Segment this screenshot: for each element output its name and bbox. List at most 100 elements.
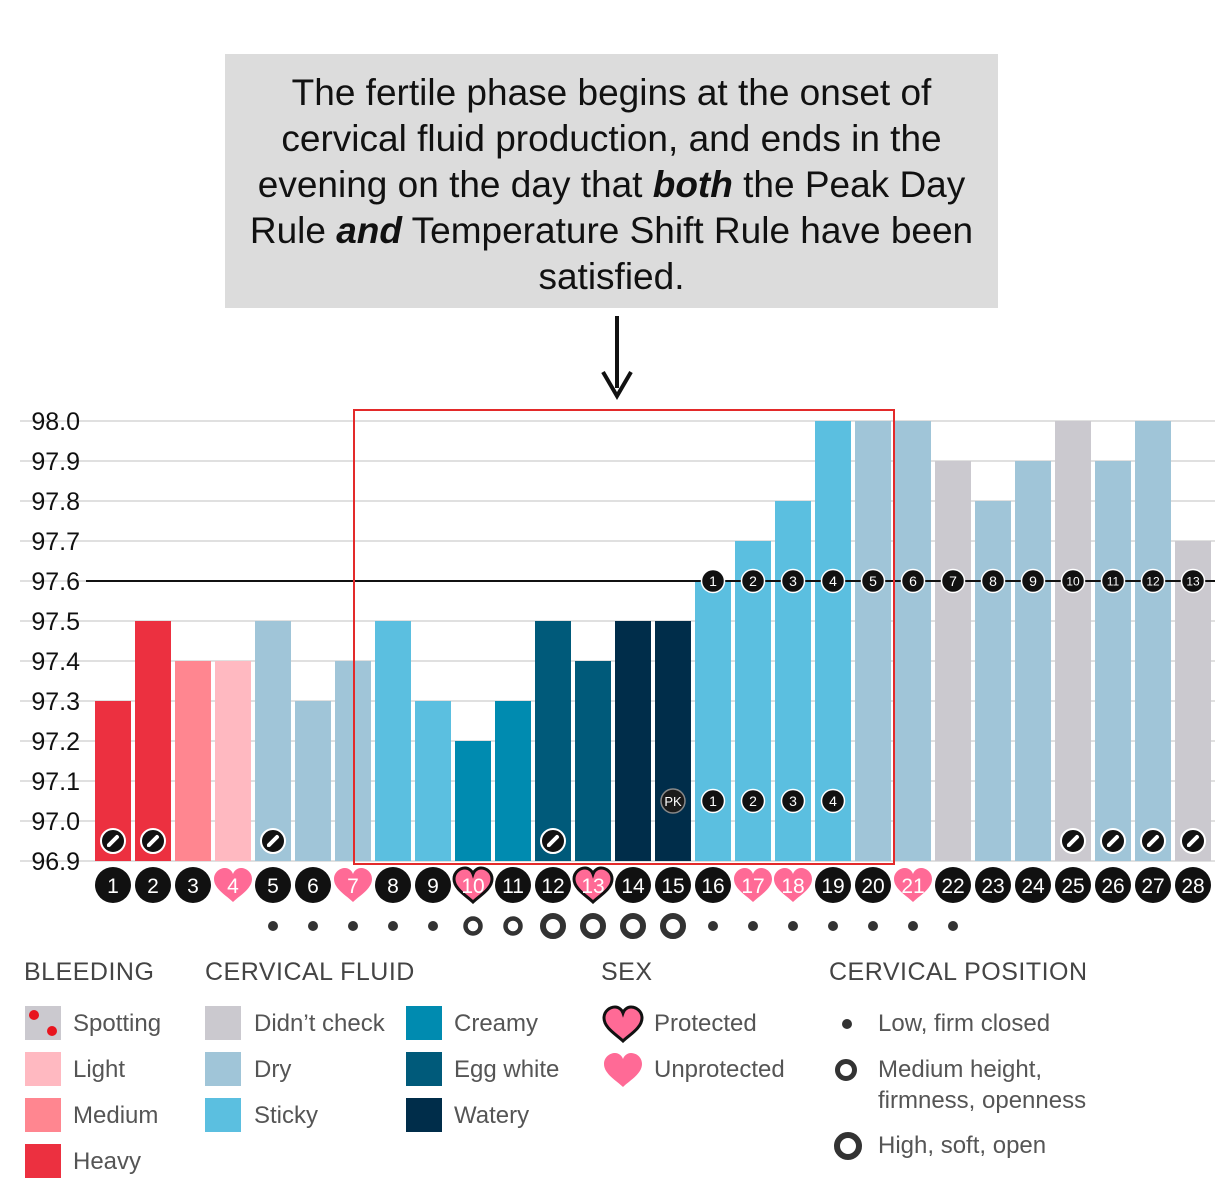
day-number: 1 (107, 875, 119, 898)
y-tick-label: 97.3 (31, 688, 80, 716)
cervical-position-row (268, 913, 958, 939)
day-label-28: 28 (1175, 867, 1211, 903)
day-circle (95, 867, 131, 903)
legend-label-heavy: Heavy (73, 1148, 142, 1175)
day-label-20: 20 (855, 867, 891, 903)
day-number: 22 (941, 875, 964, 898)
temp-shift-count-28: 13 (1180, 568, 1206, 594)
temp-shift-count-16-circle (700, 568, 726, 594)
day-circle (535, 867, 571, 903)
day-number: 27 (1141, 875, 1164, 898)
bar-day-16 (695, 581, 731, 861)
legend-title-sex: SEX (601, 958, 653, 986)
day-number: 21 (901, 875, 924, 898)
legend-label-unprotected: Unprotected (654, 1056, 785, 1083)
temp-shift-count-27-label: 12 (1146, 574, 1160, 588)
day-circle (1055, 867, 1091, 903)
day-label-7: 7 (334, 868, 372, 902)
swatch-spotting (25, 1006, 61, 1040)
heart-protected-icon (601, 1004, 645, 1049)
peak-count-19-label: 4 (829, 793, 837, 809)
pencil-icon (140, 828, 166, 854)
day-circle (1175, 867, 1211, 903)
bar-day-5 (255, 621, 291, 861)
day-circle (1015, 867, 1051, 903)
day-label-11: 11 (495, 867, 531, 903)
day-circle (975, 867, 1011, 903)
position-low-icon (788, 921, 798, 931)
heart-protected-icon (572, 866, 614, 905)
callout-text-3: Temperature Shift Rule have been satisfi… (402, 210, 974, 297)
temp-shift-count-28-label: 13 (1186, 574, 1200, 588)
temp-shift-count-24: 9 (1020, 568, 1046, 594)
pencil-icon (1180, 828, 1206, 854)
temp-shift-count-25: 10 (1060, 568, 1086, 594)
peak-count-16-circle (700, 788, 726, 814)
pencil-icon (1100, 828, 1126, 854)
temp-shift-count-24-label: 9 (1029, 573, 1037, 589)
temp-shift-count-23-label: 8 (989, 573, 997, 589)
y-tick-label: 98.0 (31, 408, 80, 436)
day-circle (415, 867, 451, 903)
heart-protected-icon (452, 866, 494, 905)
bar-day-12 (535, 621, 571, 861)
day-circle (175, 867, 211, 903)
swatch-watery (406, 1098, 442, 1132)
temp-shift-count-17-circle (740, 568, 766, 594)
day-circle (1095, 867, 1131, 903)
legend-title-bleeding: BLEEDING (24, 958, 155, 986)
bar-day-19 (815, 421, 851, 861)
position-low-icon (868, 921, 878, 931)
temp-shift-count-27: 12 (1140, 568, 1166, 594)
day-number: 19 (821, 875, 844, 898)
temp-shift-count-20: 5 (860, 568, 886, 594)
callout-emphasis-both: both (652, 164, 733, 205)
bar-day-23 (975, 501, 1011, 861)
swatch-medium (25, 1098, 61, 1132)
peak-day-label: PK (664, 794, 682, 809)
day-number: 20 (861, 875, 884, 898)
bar-day-25 (1055, 421, 1091, 861)
swatch-light (25, 1052, 61, 1086)
day-number: 13 (581, 875, 604, 898)
temp-shift-count-19-circle (820, 568, 846, 594)
bar-day-13 (575, 661, 611, 861)
pencil-icon (1140, 828, 1166, 854)
day-label-27: 27 (1135, 867, 1171, 903)
bar-day-21 (895, 421, 931, 861)
day-label-16: 16 (695, 867, 731, 903)
day-number: 23 (981, 875, 1004, 898)
day-label-6: 6 (295, 867, 331, 903)
peak-count-18-label: 3 (789, 793, 797, 809)
y-axis: 98.0 97.9 97.8 97.7 97.6 97.5 97.4 97.3 97.2 97.1… (31, 408, 80, 876)
day-number: 9 (427, 875, 439, 898)
day-label-26: 26 (1095, 867, 1131, 903)
position-low-icon (748, 921, 758, 931)
day-label-19: 19 (815, 867, 851, 903)
y-tick-label: 97.0 (31, 808, 80, 836)
temp-shift-count-18-label: 3 (789, 573, 797, 589)
temp-shift-count-18-circle (780, 568, 806, 594)
bars (95, 421, 1211, 861)
position-low-icon (828, 921, 838, 931)
callout-emphasis-and: and (336, 210, 403, 251)
temp-shift-count-20-label: 5 (869, 573, 877, 589)
position-high-icon (580, 913, 606, 939)
day-circle (295, 867, 331, 903)
temp-shift-count-19: 4 (820, 568, 846, 594)
swatch-creamy (406, 1006, 442, 1040)
day-labels: 1 2 3 4 5 6 7 8 9 10 11 12 13 14 15 16 17 18 19 20 21 22 23 24 2… (95, 866, 1211, 905)
spotting-icon (25, 1006, 61, 1040)
bar-day-28 (1175, 541, 1211, 861)
heart-unprotected-icon (894, 868, 932, 902)
heart-unprotected-icon (774, 868, 812, 902)
swatch-sticky (205, 1098, 241, 1132)
day-label-21: 21 (894, 868, 932, 902)
day-label-13: 13 (572, 866, 614, 905)
peak-count-17: 2 (740, 788, 766, 814)
y-tick-label: 97.5 (31, 608, 80, 636)
bar-day-6 (295, 701, 331, 861)
peak-count-16-label: 1 (709, 793, 717, 809)
temp-shift-count-16-label: 1 (709, 573, 717, 589)
